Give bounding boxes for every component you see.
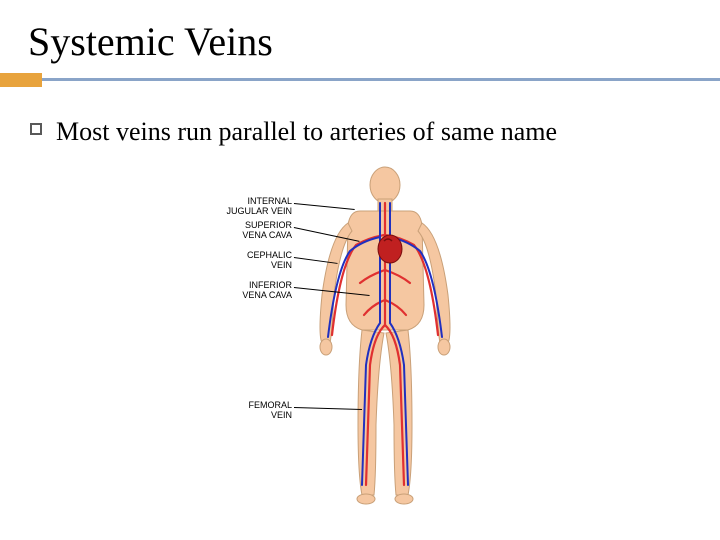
bullet-marker: [30, 123, 42, 135]
bullet-item: Most veins run parallel to arteries of s…: [30, 115, 690, 149]
slide-title: Systemic Veins: [0, 0, 720, 73]
content-area: Most veins run parallel to arteries of s…: [0, 87, 720, 149]
title-rule: [0, 73, 720, 87]
anatomy-label: SUPERIOR VENA CAVA: [222, 221, 292, 241]
body-figure: [300, 165, 470, 505]
anatomy-label: FEMORAL VEIN: [240, 401, 292, 421]
anatomy-diagram: INTERNAL JUGULAR VEIN SUPERIOR VENA CAVA C…: [180, 165, 520, 515]
rule-accent: [0, 73, 42, 87]
anatomy-label: INTERNAL JUGULAR VEIN: [220, 197, 292, 217]
bullet-text: Most veins run parallel to arteries of s…: [56, 115, 557, 149]
anatomy-label: INFERIOR VENA CAVA: [222, 281, 292, 301]
rule-main: [42, 78, 720, 81]
anatomy-label: CEPHALIC VEIN: [234, 251, 292, 271]
